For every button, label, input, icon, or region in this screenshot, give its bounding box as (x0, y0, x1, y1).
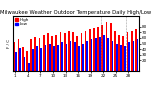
Bar (68, 31, 70, 71)
Bar (55, 35, 57, 71)
Bar (51, 36, 53, 71)
Bar (106, 22, 107, 71)
Bar (39, 38, 40, 71)
Bar (78, 46, 80, 71)
Bar (36, 46, 38, 71)
Bar (95, 38, 97, 71)
Y-axis label: F / C: F / C (7, 39, 11, 48)
Bar (30, 39, 32, 71)
Bar (57, 45, 59, 71)
Bar (49, 44, 51, 71)
Bar (40, 48, 42, 71)
Bar (24, 57, 25, 71)
Legend: High, Low: High, Low (15, 18, 29, 27)
Bar (127, 32, 128, 71)
Bar (86, 41, 88, 71)
Bar (103, 35, 105, 71)
Title: Milwaukee Weather Outdoor Temperature Daily High/Low: Milwaukee Weather Outdoor Temperature Da… (0, 10, 152, 15)
Bar (64, 33, 66, 71)
Bar (15, 52, 17, 71)
Bar (89, 29, 91, 71)
Bar (110, 23, 112, 71)
Bar (32, 49, 34, 71)
Bar (107, 38, 109, 71)
Bar (72, 32, 74, 71)
Bar (28, 63, 30, 71)
Bar (114, 31, 116, 71)
Bar (93, 28, 95, 71)
Bar (80, 33, 82, 71)
Bar (128, 42, 130, 71)
Bar (135, 29, 137, 71)
Bar (26, 51, 28, 71)
Bar (74, 42, 76, 71)
Bar (112, 41, 113, 71)
Bar (35, 37, 36, 71)
Bar (132, 41, 134, 71)
Bar (101, 25, 103, 71)
Bar (53, 46, 55, 71)
Bar (70, 41, 72, 71)
Bar (124, 46, 126, 71)
Bar (120, 45, 122, 71)
Bar (14, 42, 15, 71)
Bar (22, 47, 24, 71)
Bar (76, 36, 78, 71)
Bar (61, 42, 63, 71)
Bar (116, 44, 117, 71)
Bar (97, 27, 99, 71)
Bar (60, 32, 61, 71)
Bar (99, 37, 101, 71)
Bar (137, 39, 138, 71)
Bar (131, 31, 132, 71)
Bar (122, 36, 124, 71)
Bar (43, 35, 45, 71)
Bar (20, 48, 21, 71)
Bar (118, 35, 120, 71)
Bar (18, 39, 20, 71)
Bar (66, 44, 67, 71)
Bar (47, 33, 49, 71)
Bar (45, 45, 46, 71)
Bar (82, 44, 84, 71)
Bar (85, 31, 86, 71)
Bar (91, 39, 92, 71)
